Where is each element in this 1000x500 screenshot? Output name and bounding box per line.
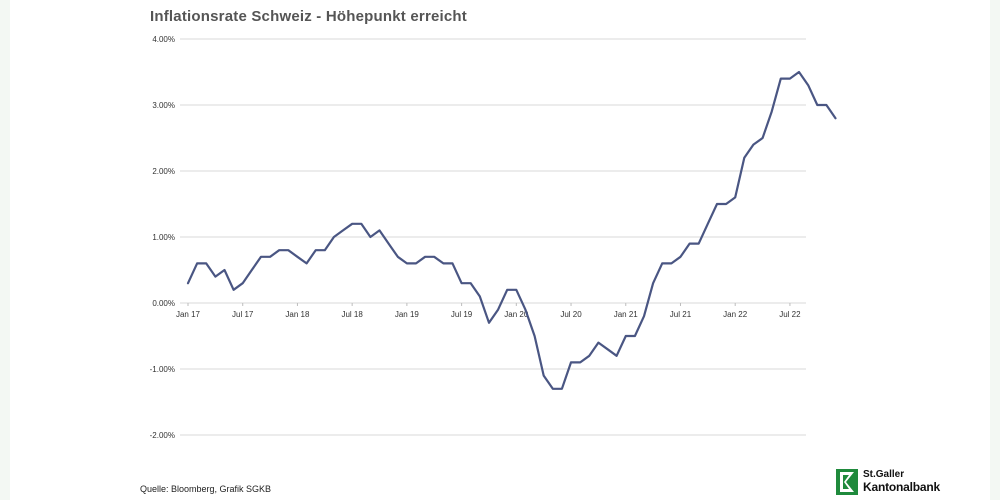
inflation-line	[186, 70, 837, 390]
right-edge-strip	[990, 0, 1000, 500]
source-note: Quelle: Bloomberg, Grafik SGKB	[140, 484, 272, 494]
x-tick-label: Jul 21	[670, 310, 692, 319]
logo-mark-icon	[836, 469, 858, 495]
x-tick-label: Jul 18	[341, 310, 363, 319]
x-tick-label: Jan 21	[614, 310, 639, 319]
logo-text-line1: St.Galler	[863, 469, 905, 480]
x-tick-label: Jan 22	[723, 310, 748, 319]
y-tick-label: 2.00%	[152, 167, 175, 176]
logo-text-line2: Kantonalbank	[863, 480, 940, 494]
y-tick-label: 1.00%	[152, 233, 175, 242]
x-tick-label: Jul 22	[779, 310, 801, 319]
x-tick-label: Jul 17	[232, 310, 254, 319]
y-tick-label: -1.00%	[150, 365, 175, 374]
x-tick-label: Jan 19	[395, 310, 420, 319]
bank-logo: St.Galler Kantonalbank	[836, 468, 966, 496]
x-tick-label: Jul 19	[451, 310, 473, 319]
x-tick-label: Jan 20	[504, 310, 529, 319]
left-edge-strip	[0, 0, 10, 500]
x-tick-label: Jul 20	[560, 310, 582, 319]
y-tick-label: 4.00%	[152, 35, 175, 44]
y-tick-label: 3.00%	[152, 101, 175, 110]
y-tick-label: -2.00%	[150, 431, 175, 440]
y-tick-label: 0.00%	[152, 299, 175, 308]
x-tick-label: Jan 17	[176, 310, 201, 319]
chart-title: Inflationsrate Schweiz - Höhepunkt errei…	[150, 8, 467, 25]
x-tick-label: Jan 18	[285, 310, 310, 319]
